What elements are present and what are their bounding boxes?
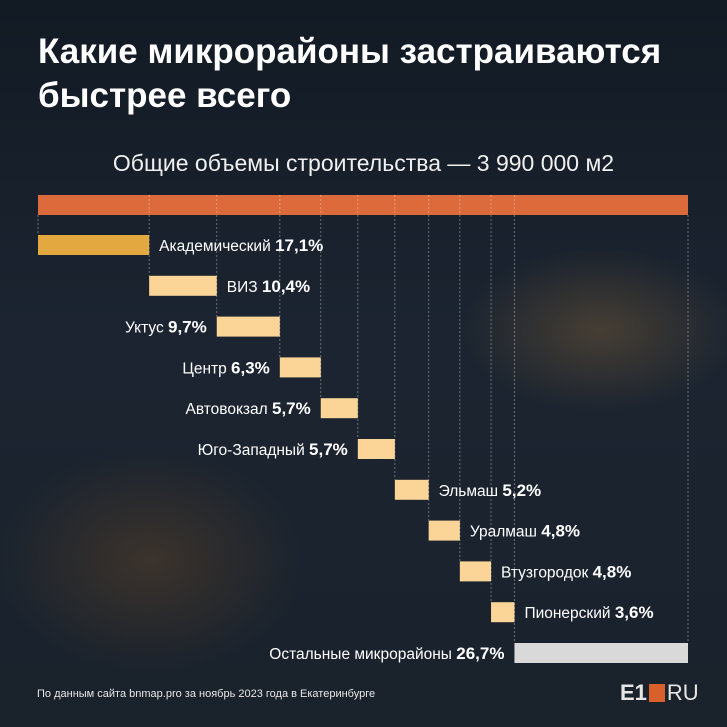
bar-3 xyxy=(279,357,321,378)
bar-label: Юго-Западный 5,7% xyxy=(198,440,348,459)
value-label: 4,8% xyxy=(593,562,632,581)
bar-5 xyxy=(357,439,395,459)
value-label: 5,7% xyxy=(309,440,348,459)
category-label: Автовокзал xyxy=(186,401,273,418)
chart-subtitle: Общие объемы строительства — 3 990 000 м… xyxy=(112,150,615,176)
total-bar xyxy=(38,195,688,215)
bar-1 xyxy=(149,275,217,296)
bar-label: Остальные микрорайоны 26,7% xyxy=(269,644,504,663)
bar-10 xyxy=(514,643,688,663)
category-label: Втузгородок xyxy=(501,564,593,581)
category-label: Академический xyxy=(159,238,275,255)
bar-label: Академический 17,1% xyxy=(159,236,323,255)
value-label: 10,4% xyxy=(262,277,310,296)
e1-logo: E1 RU xyxy=(620,680,699,705)
bar-2 xyxy=(216,316,280,337)
category-label: ВИЗ xyxy=(227,279,262,296)
category-label: Пионерский xyxy=(524,605,614,622)
bar-8 xyxy=(459,561,492,582)
bar-4 xyxy=(320,398,358,419)
page-title: Какие микрорайоны застраиваются быстрее … xyxy=(38,32,662,115)
value-label: 26,7% xyxy=(456,644,504,663)
category-label: Юго-Западный xyxy=(198,442,309,459)
value-label: 6,3% xyxy=(231,358,270,377)
bar-label: Уктус 9,7% xyxy=(125,318,207,337)
source-note: По данным сайта bnmap.pro за ноябрь 2023… xyxy=(37,688,376,700)
category-label: Центр xyxy=(182,360,231,377)
category-label: Остальные микрорайоны xyxy=(269,646,456,663)
value-label: 5,2% xyxy=(502,481,541,500)
bar-0 xyxy=(38,235,150,255)
bar-9 xyxy=(491,602,515,623)
value-label: 9,7% xyxy=(168,318,207,337)
category-label: Уралмаш xyxy=(470,524,541,541)
category-label: Уктус xyxy=(125,320,168,337)
category-label: Эльмаш xyxy=(439,483,503,500)
value-label: 3,6% xyxy=(615,603,654,622)
bar-label: Центр 6,3% xyxy=(182,358,269,377)
bar-label: Автовокзал 5,7% xyxy=(186,399,311,418)
bar-label: Пионерский 3,6% xyxy=(524,603,653,622)
bar-7 xyxy=(428,520,460,541)
bar-6 xyxy=(394,479,429,500)
bar-label: Уралмаш 4,8% xyxy=(470,522,580,541)
value-label: 4,8% xyxy=(541,522,580,541)
bar-label: Эльмаш 5,2% xyxy=(439,481,542,500)
bar-label: ВИЗ 10,4% xyxy=(227,277,310,296)
bar-label: Втузгородок 4,8% xyxy=(501,562,631,581)
value-label: 5,7% xyxy=(272,399,311,418)
value-label: 17,1% xyxy=(275,236,323,255)
